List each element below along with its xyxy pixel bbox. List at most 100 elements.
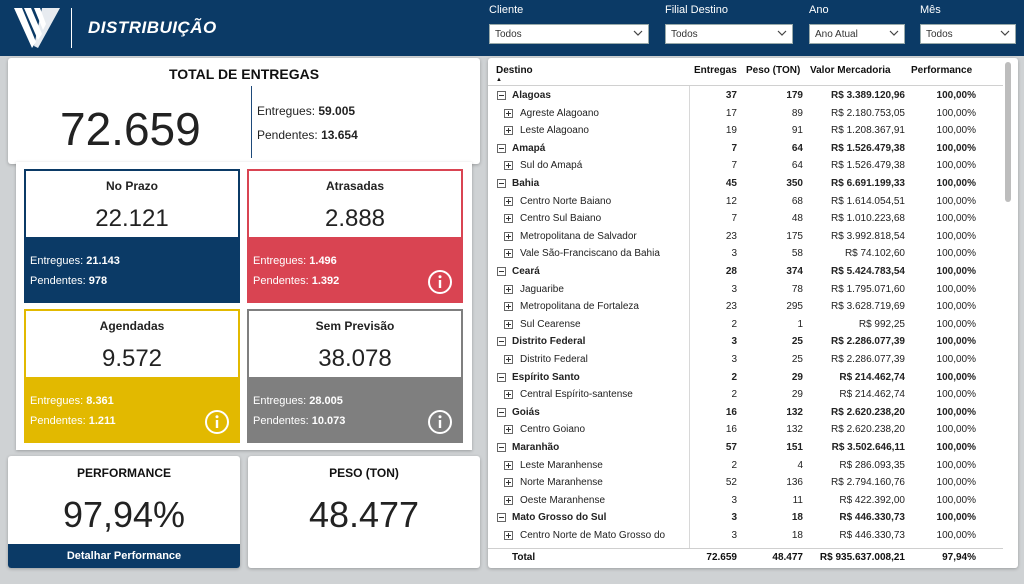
table-row-region: Norte Maranhense 52 136 R$ 2.794.160,76 100,… <box>488 474 1003 491</box>
row-peso: 350 <box>786 178 803 189</box>
row-valor: R$ 1.795.071,60 <box>831 283 905 295</box>
row-performance: 100,00% <box>936 125 976 137</box>
row-performance: 100,00% <box>936 459 976 471</box>
collapse-icon[interactable] <box>497 513 506 523</box>
kpi-entregues-label: Entregues: <box>30 395 87 407</box>
row-entregas: 2 <box>731 318 737 330</box>
total-pendentes-value: 13.654 <box>321 128 358 142</box>
table-row-state: Maranhão 57 151 R$ 3.502.646,11 100,00% <box>488 439 1003 456</box>
kpi-value: 9.572 <box>101 345 163 372</box>
row-destino: Distrito Federal <box>520 354 588 365</box>
row-peso: 29 <box>791 389 803 401</box>
expand-icon[interactable] <box>504 425 513 435</box>
kpi-pendentes-value: 10.073 <box>311 415 346 427</box>
column-header-valor[interactable]: Valor Mercadoria <box>810 65 891 76</box>
expand-icon[interactable] <box>504 108 513 118</box>
row-peso: 132 <box>786 424 803 436</box>
column-header-destino[interactable]: Destino <box>496 65 533 76</box>
row-entregas: 28 <box>725 266 737 277</box>
collapse-icon[interactable] <box>497 143 506 153</box>
table-row-region: Leste Alagoano 19 91 R$ 1.208.367,91 100,00% <box>488 122 1003 139</box>
expand-icon[interactable] <box>504 302 513 312</box>
collapse-icon[interactable] <box>497 372 506 382</box>
expand-icon[interactable] <box>504 231 513 241</box>
kpi-pendentes: Pendentes: 978 <box>30 275 107 287</box>
info-icon[interactable] <box>427 269 453 295</box>
filter-cliente: Cliente Todos <box>489 4 649 44</box>
column-header-performance[interactable]: Performance <box>911 65 973 76</box>
performance-title: PERFORMANCE <box>76 466 171 480</box>
row-destino: Mato Grosso do Sul <box>512 512 607 524</box>
row-peso: 64 <box>791 142 803 154</box>
filter-filial-dropdown[interactable]: Todos <box>665 24 793 44</box>
filter-ano-label: Ano <box>809 4 829 16</box>
table-row-region: Oeste Maranhense 3 11 R$ 422.392,00 100,00% <box>488 492 1003 509</box>
expand-icon[interactable] <box>504 495 513 505</box>
kpi-bar: Entregues: 28.005 Pendentes: 10.073 <box>249 377 461 443</box>
total-entregues-label: Entregues: <box>257 104 319 118</box>
collapse-icon[interactable] <box>497 407 506 417</box>
row-peso: 136 <box>786 477 803 489</box>
table-row-region: Centro Goiano 16 132 R$ 2.620.238,20 100,00% <box>488 421 1003 438</box>
expand-icon[interactable] <box>504 214 513 224</box>
row-valor: R$ 3.992.818,54 <box>831 230 905 242</box>
row-entregas: 3 <box>731 512 737 524</box>
row-performance: 100,00% <box>936 318 976 330</box>
collapse-icon[interactable] <box>497 443 506 452</box>
total-entregas: 72.659 <box>706 552 737 563</box>
row-destino: Sul do Amapá <box>520 160 583 172</box>
row-performance: 100,00% <box>936 266 976 277</box>
expand-icon[interactable] <box>504 319 513 329</box>
kpi-entregues: Entregues: 1.496 <box>253 255 337 267</box>
kpi-entregues-label: Entregues: <box>253 395 310 407</box>
row-peso: 68 <box>791 195 803 207</box>
table-row-state: Espírito Santo 2 29 R$ 214.462,74 100,00% <box>488 369 1003 386</box>
table-row-region: Metropolitana de Salvador 23 175 R$ 3.992.8… <box>488 228 1003 245</box>
row-peso: 58 <box>791 248 803 260</box>
filter-mes: Mês Todos <box>920 4 1016 44</box>
row-performance: 100,00% <box>936 90 976 101</box>
row-destino: Centro Goiano <box>520 424 586 436</box>
table-scrollbar[interactable] <box>1005 62 1011 202</box>
expand-icon[interactable] <box>504 126 513 136</box>
table-row-region: Centro Norte de Mato Grosso do 3 18 R$ 446.… <box>488 527 1003 544</box>
detalhar-performance-button[interactable]: Detalhar Performance <box>8 544 240 568</box>
row-performance: 100,00% <box>936 512 976 524</box>
expand-icon[interactable] <box>504 196 513 206</box>
filter-cliente-dropdown[interactable]: Todos <box>489 24 649 44</box>
expand-icon[interactable] <box>504 284 513 294</box>
row-peso: 11 <box>792 494 803 506</box>
row-performance: 100,00% <box>936 354 976 365</box>
chevron-down-icon <box>889 30 899 36</box>
collapse-icon[interactable] <box>497 267 506 276</box>
row-performance: 100,00% <box>936 142 976 154</box>
column-header-entregas[interactable]: Entregas <box>694 65 737 76</box>
total-peso: 48.477 <box>772 552 803 563</box>
expand-icon[interactable] <box>504 460 513 470</box>
kpi-title: Sem Previsão <box>315 319 395 333</box>
column-header-peso[interactable]: Peso (TON) <box>746 65 801 76</box>
row-entregas: 7 <box>731 142 737 154</box>
expand-icon[interactable] <box>504 478 513 488</box>
info-icon[interactable] <box>204 409 230 435</box>
filter-mes-dropdown[interactable]: Todos <box>920 24 1016 44</box>
expand-icon[interactable] <box>504 390 513 400</box>
collapse-icon[interactable] <box>497 337 506 347</box>
table-row-region: Sul do Amapá 7 64 R$ 1.526.479,38 100,00% <box>488 157 1003 174</box>
collapse-icon[interactable] <box>497 179 506 188</box>
expand-icon[interactable] <box>504 249 513 259</box>
filter-ano-dropdown[interactable]: Ano Atual <box>809 24 905 44</box>
row-destino: Oeste Maranhense <box>520 494 606 506</box>
row-entregas: 3 <box>731 283 737 295</box>
info-icon[interactable] <box>427 409 453 435</box>
expand-icon[interactable] <box>504 355 513 364</box>
expand-icon[interactable] <box>504 531 513 540</box>
row-destino: Alagoas <box>512 90 551 101</box>
row-performance: 100,00% <box>936 301 976 313</box>
top-bar: DISTRIBUIÇÃO Cliente Todos Filial Destin… <box>0 0 1024 56</box>
filter-ano: Ano Ano Atual <box>809 4 905 44</box>
expand-icon[interactable] <box>504 161 513 171</box>
collapse-icon[interactable] <box>497 91 506 100</box>
row-destino: Sul Cearense <box>520 318 581 330</box>
row-entregas: 52 <box>725 477 737 489</box>
